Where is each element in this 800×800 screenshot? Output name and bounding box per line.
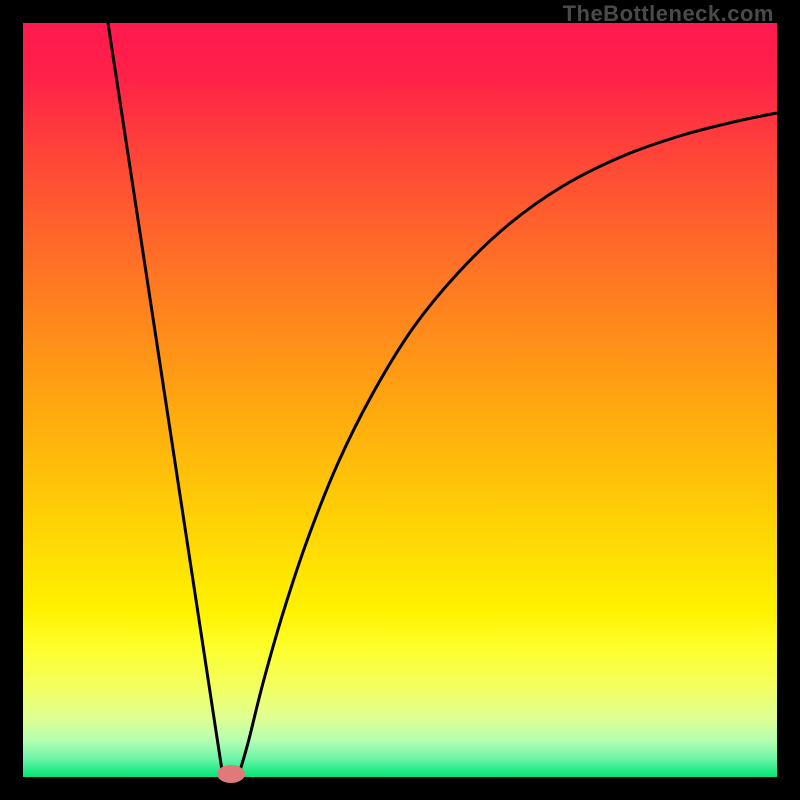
curve-right-segment — [238, 113, 777, 777]
minimum-marker — [217, 765, 245, 783]
curve-layer — [23, 23, 777, 777]
chart-frame: TheBottleneck.com — [0, 0, 800, 800]
plot-area — [23, 23, 777, 777]
curve-left-segment — [108, 23, 223, 777]
watermark-text: TheBottleneck.com — [563, 1, 774, 27]
